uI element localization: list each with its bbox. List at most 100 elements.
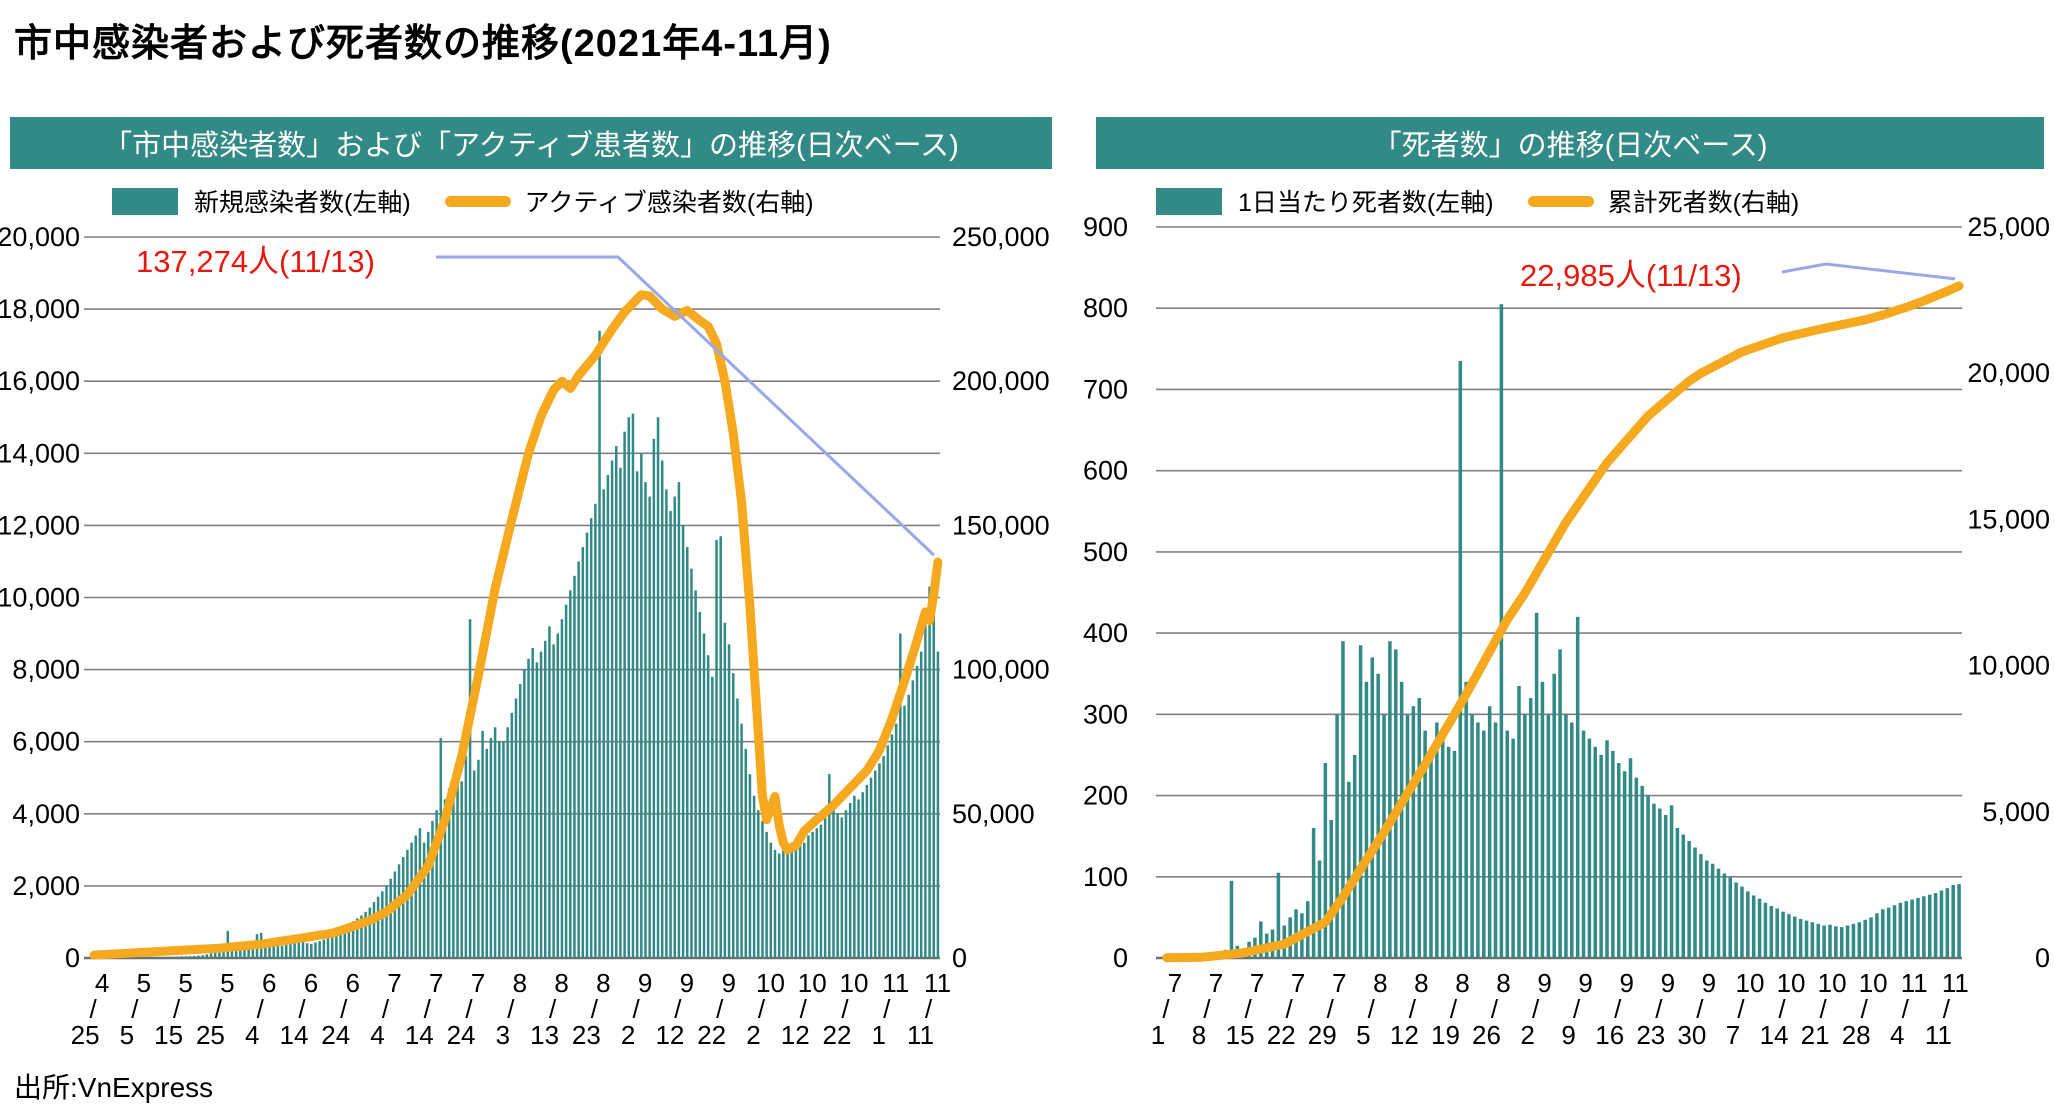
left-chart-bar (606, 474, 610, 958)
left-chart-bar (272, 943, 275, 958)
left-chart-x-tick-slash: / (131, 994, 139, 1024)
daily-deaths-legend-label: 1日当たり死者数(左軸) (1238, 189, 1494, 217)
right-chart-x-tick-slash: / (1573, 994, 1581, 1024)
left-chart-bar (213, 952, 217, 958)
right-chart-bar (1769, 906, 1774, 958)
left-chart-bar (802, 842, 806, 958)
left-chart-bar (234, 947, 238, 958)
right-chart-bar (1886, 907, 1891, 958)
right-chart-bar (1546, 714, 1551, 958)
left-chart-y-left-label: 14,000 (0, 438, 80, 468)
right-chart-bar (1658, 808, 1662, 958)
left-chart-bar (894, 723, 898, 958)
cumulative-deaths-legend-label: 累計死者数(右軸) (1607, 189, 1800, 217)
right-chart-bar (1423, 730, 1427, 958)
left-chart-bar (556, 633, 560, 958)
left-chart-bar (782, 846, 785, 958)
left-chart-bar (844, 810, 848, 958)
right-chart-bar (1452, 750, 1457, 958)
left-chart-bar (330, 932, 334, 958)
right-chart-x-tick-slash: / (1491, 994, 1499, 1024)
right-chart-x-tick-day: 28 (1842, 1020, 1871, 1050)
right-chart-y-right-label: 0 (2035, 943, 2050, 973)
left-chart-y-right-label: 200,000 (952, 366, 1050, 396)
left-chart-bar (389, 878, 392, 958)
left-chart-x-tick-slash: / (549, 994, 557, 1024)
left-chart-x-tick-month: 6 (304, 968, 318, 998)
left-chart-bar (548, 626, 551, 958)
right-chart-bar (1746, 891, 1750, 958)
left-chart-bar (510, 712, 514, 958)
right-chart-x-tick-day: 26 (1472, 1020, 1501, 1050)
left-chart-bar (560, 619, 564, 958)
left-chart-bar (264, 940, 267, 958)
left-chart-bar (677, 482, 681, 958)
left-chart-x-tick-month: 10 (840, 968, 869, 998)
left-chart-y-left-label: 12,000 (0, 510, 80, 540)
left-chart-bar (322, 939, 326, 958)
left-chart-bar (147, 957, 150, 958)
left-chart-bar (251, 942, 255, 958)
left-chart-bar (815, 828, 819, 958)
left-chart-x-tick-month: 8 (513, 968, 527, 998)
left-chart-bar (911, 680, 915, 958)
left-chart-bar (706, 655, 710, 958)
right-chart-bar (1464, 681, 1468, 958)
right-chart-x-tick-slash: / (1368, 994, 1376, 1024)
right-chart-x-tick-slash: / (1819, 994, 1827, 1024)
left-chart-bar (711, 676, 714, 958)
right-chart-bar (1669, 805, 1674, 958)
left-chart-bar (230, 947, 234, 958)
right-chart-x-tick-day: 12 (1390, 1020, 1419, 1050)
right-chart-bar (1329, 819, 1333, 958)
right-chart-bar (1681, 834, 1686, 958)
right-chart-x-tick-day: 29 (1308, 1020, 1337, 1050)
left-chart-x-tick-slash: / (382, 994, 390, 1024)
right-chart-x-tick-slash: / (1162, 994, 1170, 1024)
left-chart-bar (460, 781, 463, 958)
left-chart-bar (635, 471, 639, 958)
right-chart-y-left-label: 900 (1083, 212, 1128, 242)
left-chart-bar (882, 756, 885, 958)
left-chart-bar (427, 831, 430, 958)
left-chart-bar (276, 945, 280, 958)
left-chart-bar (368, 907, 372, 958)
right-chart-bar (1939, 890, 1944, 958)
left-chart-bar (936, 651, 940, 958)
left-chart-bar (326, 938, 330, 958)
left-chart-bar (456, 766, 459, 958)
right-chart-bar (1323, 763, 1328, 958)
left-chart-bar (360, 915, 363, 958)
left-chart-bar (351, 921, 355, 958)
right-chart-x-tick-day: 23 (1636, 1020, 1665, 1050)
right-chart-bar (1898, 902, 1903, 958)
left-chart-x-tick-slash: / (841, 994, 849, 1024)
left-chart-bar (502, 741, 505, 958)
right-chart-y-right-label: 5,000 (1982, 797, 2050, 827)
left-chart-bar (393, 871, 397, 958)
right-chart-x-tick-month: 9 (1537, 968, 1551, 998)
right-chart-x-tick-day: 2 (1520, 1020, 1534, 1050)
right-chart-bar (1394, 649, 1398, 958)
active-cases-line-swatch (444, 195, 511, 207)
left-chart-bar (527, 658, 530, 958)
left-chart-bar (932, 604, 935, 958)
left-chart-x-tick-day: 15 (154, 1020, 183, 1050)
right-chart-bar (1763, 902, 1768, 958)
left-chart-x-tick-month: 6 (262, 968, 276, 998)
right-chart-x-tick-day: 15 (1226, 1020, 1255, 1050)
right-chart-x-tick-month: 11 (1901, 968, 1928, 998)
left-chart-bar (686, 547, 689, 958)
left-chart-bar (535, 662, 539, 958)
right-chart-x-tick-month: 10 (1818, 968, 1847, 998)
right-chart-x-tick-slash: / (1655, 994, 1663, 1024)
right-chart-bar (1341, 641, 1345, 958)
left-chart-bar (289, 943, 292, 958)
right-chart-y-left-label: 0 (1113, 943, 1128, 973)
left-chart-bar (155, 956, 159, 958)
left-chart-bar (485, 748, 489, 958)
left-chart-bar (222, 949, 225, 958)
left-chart-x-tick-month: 5 (220, 968, 234, 998)
right-chart-bar (1740, 886, 1744, 958)
